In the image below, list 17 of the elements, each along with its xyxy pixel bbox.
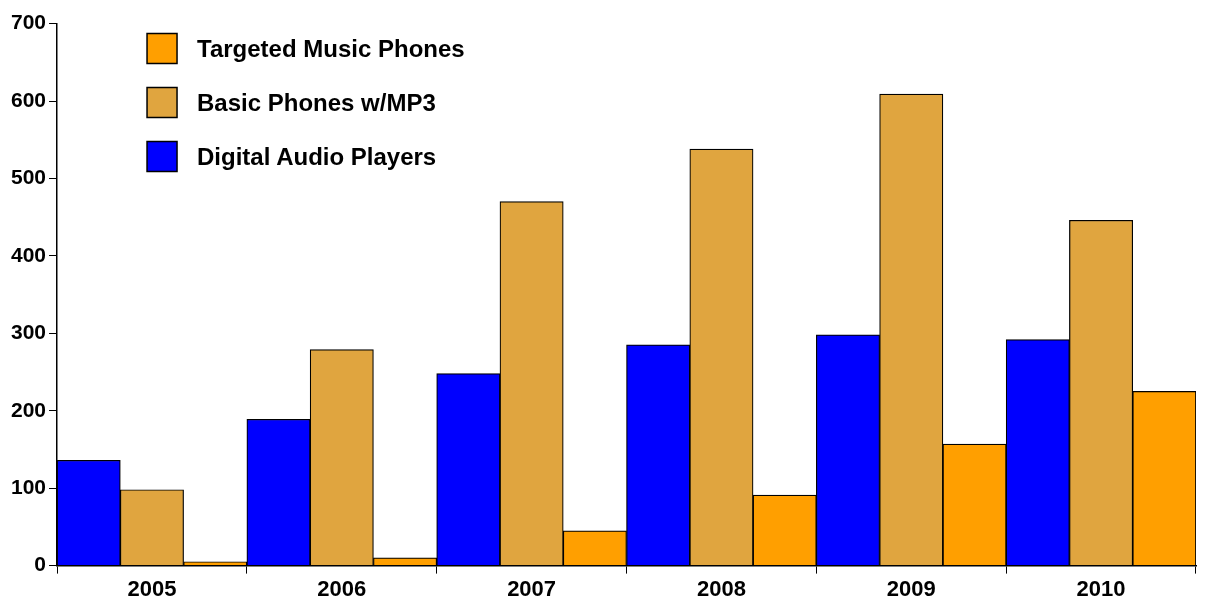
y-tick-label: 400 (10, 242, 47, 266)
legend-label: Digital Audio Players (197, 143, 437, 171)
y-tick-label: 200 (10, 397, 47, 421)
y-tick-label: 100 (10, 474, 47, 498)
y-tick-label: 0 (34, 552, 47, 576)
x-tick-label: 2009 (886, 575, 936, 601)
y-tick-label: 300 (10, 320, 47, 344)
x-tick-label: 2006 (317, 575, 367, 601)
x-tick-label: 2008 (696, 575, 746, 601)
y-tick-label: 500 (10, 165, 47, 189)
x-tick-label: 2007 (507, 575, 557, 601)
legend-label: Targeted Music Phones (197, 35, 465, 63)
x-tick-label: 2010 (1076, 575, 1126, 601)
x-tick-label: 2005 (127, 575, 177, 601)
y-tick-label: 600 (10, 87, 47, 111)
legend-label: Basic Phones w/MP3 (197, 89, 436, 117)
y-tick-label: 700 (10, 10, 47, 34)
